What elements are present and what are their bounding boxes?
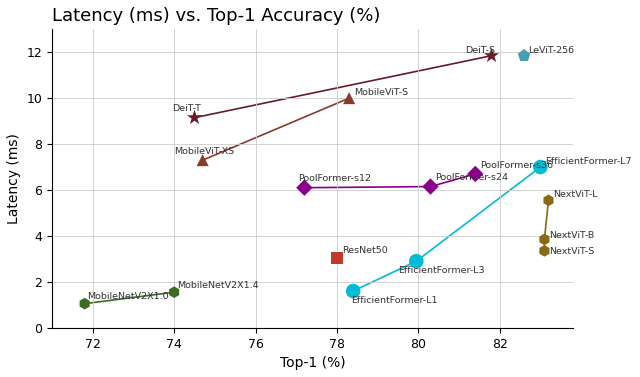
Text: PoolFormer-s12: PoolFormer-s12: [298, 174, 371, 183]
Point: [519, 53, 529, 59]
Text: DeiT-S: DeiT-S: [465, 46, 495, 55]
Text: Latency (ms) vs. Top-1 Accuracy (%): Latency (ms) vs. Top-1 Accuracy (%): [52, 7, 380, 25]
Text: PoolFormer-s36: PoolFormer-s36: [480, 161, 553, 170]
Text: EfficientFormer-L1: EfficientFormer-L1: [351, 296, 438, 305]
Point: [540, 236, 550, 242]
Point: [543, 197, 554, 203]
Point: [411, 258, 421, 264]
Y-axis label: Latency (ms): Latency (ms): [7, 133, 21, 224]
Point: [198, 157, 208, 163]
Point: [344, 95, 355, 101]
Text: NextViT-L: NextViT-L: [554, 190, 598, 199]
Text: EfficientFormer-L7: EfficientFormer-L7: [545, 156, 632, 166]
Text: MobileViT-S: MobileViT-S: [354, 88, 408, 97]
Text: NextViT-S: NextViT-S: [549, 247, 595, 256]
X-axis label: Top-1 (%): Top-1 (%): [280, 356, 346, 370]
Point: [169, 289, 179, 295]
Text: EfficientFormer-L3: EfficientFormer-L3: [398, 266, 484, 275]
Point: [79, 300, 90, 307]
Text: ResNet50: ResNet50: [342, 246, 388, 255]
Point: [470, 171, 481, 177]
Point: [189, 115, 200, 121]
Point: [348, 288, 358, 294]
Point: [300, 185, 310, 191]
Text: PoolFormer-s24: PoolFormer-s24: [435, 173, 508, 182]
Text: DeiT-T: DeiT-T: [172, 104, 201, 113]
Text: LeViT-256: LeViT-256: [528, 46, 574, 55]
Text: MobileNetV2X1.4: MobileNetV2X1.4: [177, 280, 259, 290]
Text: MobileNetV2X1.0: MobileNetV2X1.0: [86, 292, 168, 301]
Text: NextViT-B: NextViT-B: [549, 231, 595, 240]
Point: [426, 184, 436, 190]
Point: [332, 255, 342, 261]
Text: MobileViT-XS: MobileViT-XS: [174, 147, 234, 156]
Point: [486, 53, 497, 59]
Point: [535, 164, 545, 170]
Point: [540, 248, 550, 254]
